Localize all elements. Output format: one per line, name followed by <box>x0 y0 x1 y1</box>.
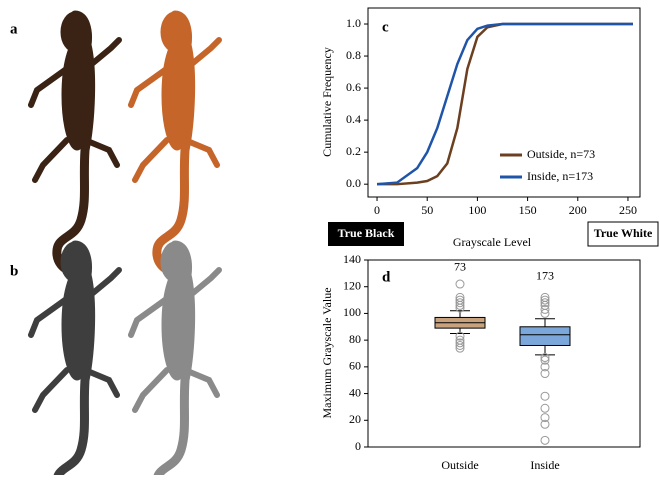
outlier <box>541 404 549 412</box>
y-tick-label: 0.0 <box>346 176 361 190</box>
y-tick-label: 140 <box>343 252 361 266</box>
outlier <box>456 280 464 288</box>
y-tick-label: 0.6 <box>346 80 361 94</box>
plot-frame <box>368 260 640 447</box>
chart-c: 0.0 0.2 0.4 0.6 0.8 1.0 0 50 100 150 200 250 Outside… <box>320 8 658 249</box>
x-tick-label: Inside <box>530 458 559 472</box>
chart-d: 0 20 40 60 80 100 120 140 Outside 73 Inside 173 d Max… <box>320 252 640 472</box>
y-tick-label: 120 <box>343 278 361 292</box>
y-tick-label: 60 <box>349 359 361 373</box>
box <box>520 327 570 346</box>
y-tick-label: 20 <box>349 412 361 426</box>
x-tick-label: 0 <box>374 203 380 217</box>
y-axis-label: Cumulative Frequency <box>320 47 334 157</box>
photo-panel-a <box>31 12 219 475</box>
x-tick-label: 100 <box>468 203 486 217</box>
legend-label: Inside, n=173 <box>527 169 593 183</box>
y-tick-label: 0 <box>355 439 361 453</box>
y-tick-label: 0.4 <box>346 112 361 126</box>
y-tick-label: 0.8 <box>346 48 361 62</box>
annotation: True White <box>594 226 653 240</box>
panel-label: d <box>382 269 391 285</box>
x-tick-label: Outside <box>441 458 478 472</box>
panel-label: a <box>10 21 18 37</box>
y-tick-label: 40 <box>349 385 361 399</box>
y-axis-label: Maximum Grayscale Value <box>320 287 334 418</box>
y-tick-label: 80 <box>349 332 361 346</box>
panel-label: c <box>382 19 389 35</box>
plot-frame <box>368 8 640 197</box>
figure: a b 0.00.20.40.60.81.0050100150200250Out… <box>0 0 659 475</box>
y-tick-label: 100 <box>343 305 361 319</box>
y-tick-label: 0.2 <box>346 144 361 158</box>
outlier <box>541 436 549 444</box>
annotation: True Black <box>338 226 395 240</box>
outlier <box>541 392 549 400</box>
count-label: 173 <box>536 269 554 283</box>
x-tick-label: 250 <box>619 203 637 217</box>
y-tick-label: 1.0 <box>346 16 361 30</box>
x-tick-label: 200 <box>569 203 587 217</box>
x-tick-label: 150 <box>519 203 537 217</box>
x-axis-label: Grayscale Level <box>453 235 532 249</box>
legend-label: Outside, n=73 <box>527 147 595 161</box>
panel-label: b <box>10 263 18 279</box>
x-tick-label: 50 <box>421 203 433 217</box>
count-label: 73 <box>454 260 466 274</box>
